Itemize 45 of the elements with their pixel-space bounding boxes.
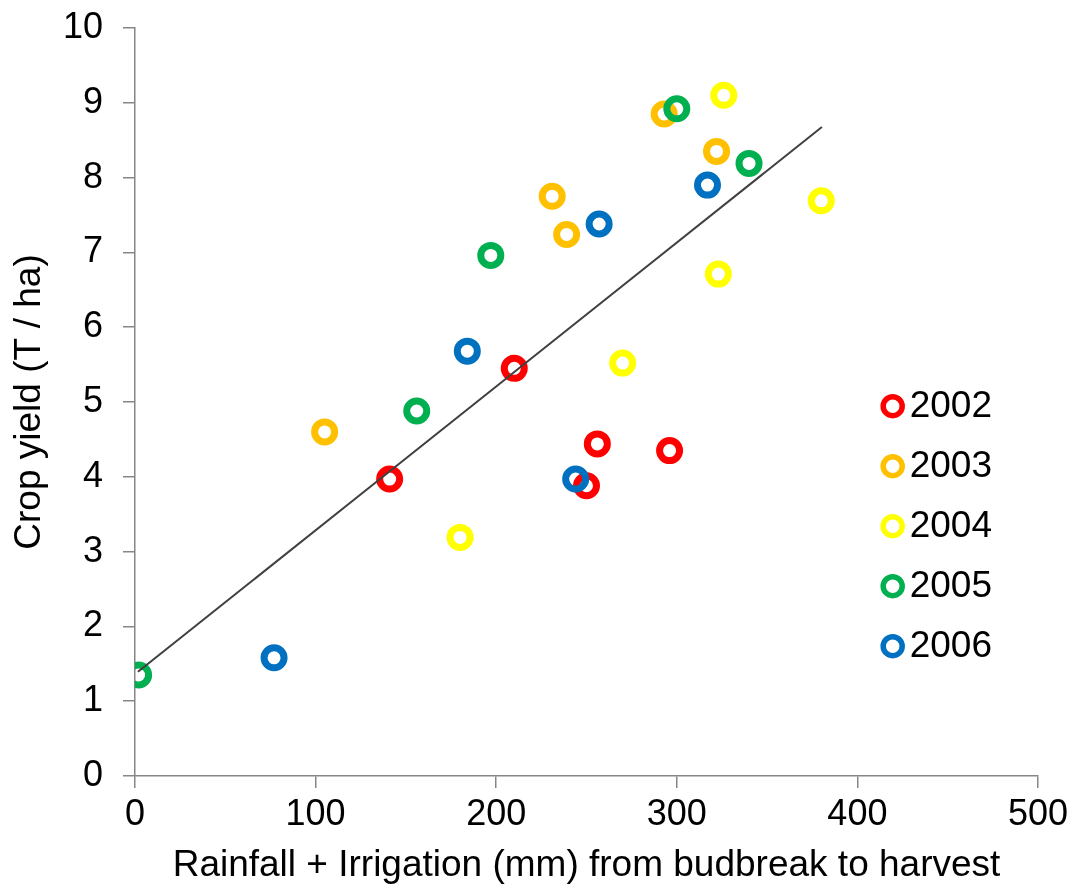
point xyxy=(260,644,288,672)
legend-label: 2006 xyxy=(909,624,992,666)
legend-label: 2003 xyxy=(909,444,992,486)
point xyxy=(583,430,611,458)
legend-label: 2004 xyxy=(909,504,992,546)
legend-label: 2002 xyxy=(909,384,992,426)
y-tick-label: 0 xyxy=(82,752,103,794)
y-tick-label: 5 xyxy=(82,378,103,420)
x-tick-label: 0 xyxy=(124,791,146,833)
point xyxy=(609,349,637,377)
point xyxy=(710,81,738,109)
point xyxy=(656,437,684,465)
point xyxy=(453,337,481,365)
point xyxy=(735,149,763,177)
y-tick-label: 4 xyxy=(82,453,103,495)
y-tick-label: 6 xyxy=(82,304,103,346)
point xyxy=(403,397,431,425)
y-tick-label: 7 xyxy=(82,229,103,271)
legend-label: 2005 xyxy=(909,564,992,606)
point xyxy=(562,465,590,493)
point xyxy=(663,95,691,123)
y-tick-label: 10 xyxy=(62,4,103,46)
point xyxy=(694,171,721,199)
point xyxy=(704,260,732,288)
x-tick-label: 100 xyxy=(285,791,346,833)
x-tick-label: 500 xyxy=(1007,791,1069,833)
y-tick-label: 3 xyxy=(82,528,103,570)
point xyxy=(807,187,835,215)
y-tick-label: 1 xyxy=(82,678,103,720)
point xyxy=(538,182,566,210)
x-axis-title: Rainfall + Irrigation (mm) from budbreak to harvest xyxy=(172,843,1002,884)
point xyxy=(585,210,613,238)
point xyxy=(446,523,474,551)
x-tick-label: 200 xyxy=(466,791,527,833)
point xyxy=(703,137,731,165)
point xyxy=(311,418,339,446)
point xyxy=(553,220,581,248)
y-tick-label: 8 xyxy=(82,154,103,196)
y-tick-label: 2 xyxy=(82,603,103,645)
point xyxy=(500,354,528,382)
y-axis-title: Crop yield (T / ha) xyxy=(7,254,49,550)
y-tick-label: 9 xyxy=(82,79,103,121)
point xyxy=(477,241,505,269)
x-tick-label: 400 xyxy=(827,791,888,833)
x-tick-label: 300 xyxy=(646,791,707,833)
